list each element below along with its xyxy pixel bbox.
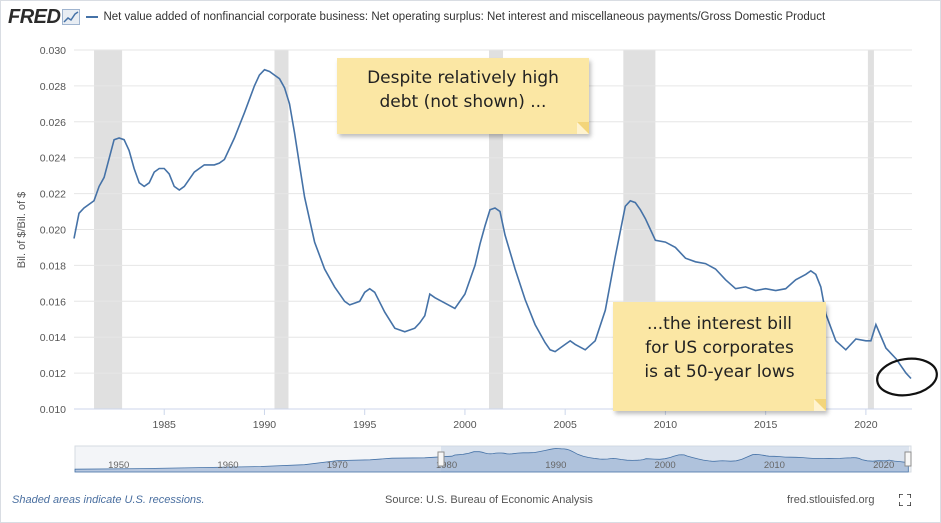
y-tick-label: 0.020 xyxy=(40,225,66,237)
note-fold xyxy=(814,399,826,411)
annotation-note-bottom: ...the interest bill for US corporates i… xyxy=(613,302,826,411)
note-bottom-line-2: for US corporates xyxy=(645,338,794,358)
note-bottom-line-1: ...the interest bill xyxy=(646,314,793,334)
y-axis-ticks: 0.010 0.012 0.014 0.016 0.018 0.020 0.022 0.024… xyxy=(40,45,66,416)
navigator-year-label: 1950 xyxy=(108,460,129,471)
navigator-year-label: 1960 xyxy=(217,460,238,471)
note-top-line-2: debt (not shown) ... xyxy=(379,92,547,112)
x-tick-label: 1985 xyxy=(153,419,177,431)
x-tick-label: 2000 xyxy=(453,419,477,431)
navigator-right-handle[interactable] xyxy=(904,451,912,467)
navigator-year-label: 1970 xyxy=(327,460,348,471)
y-tick-label: 0.012 xyxy=(40,368,66,380)
navigator-series-area xyxy=(74,448,909,473)
y-tick-label: 0.016 xyxy=(40,296,66,308)
navigator-year-label: 2010 xyxy=(764,460,785,471)
navigator-year-label: 1980 xyxy=(436,460,457,471)
x-tick-label: 2015 xyxy=(754,419,778,431)
y-tick-label: 0.018 xyxy=(40,260,66,272)
fred-logo[interactable]: FRED xyxy=(8,5,61,28)
y-tick-label: 0.024 xyxy=(40,153,66,165)
x-tick-label: 1990 xyxy=(253,419,277,431)
x-tick-label: 2005 xyxy=(553,419,577,431)
recession-note: Shaded areas indicate U.S. recessions. xyxy=(12,494,205,506)
y-tick-label: 0.026 xyxy=(40,117,66,129)
navigator-left-handle[interactable] xyxy=(437,451,445,467)
note-fold xyxy=(577,122,589,134)
site-link[interactable]: fred.stlouisfed.org xyxy=(787,494,875,506)
chart-header: FRED Net value added of nonfinancial cor… xyxy=(8,6,928,28)
y-tick-label: 0.014 xyxy=(40,332,66,344)
x-tick-label: 1995 xyxy=(353,419,377,431)
x-tick-label: 2020 xyxy=(854,419,878,431)
series-line xyxy=(73,68,912,380)
navigator-year-label: 1990 xyxy=(545,460,566,471)
y-tick-label: 0.030 xyxy=(40,45,66,57)
highlight-circle-annotation xyxy=(876,357,938,397)
navigator-year-label: 2000 xyxy=(655,460,676,471)
y-tick-label: 0.028 xyxy=(40,81,66,93)
y-tick-label: 0.010 xyxy=(40,404,66,416)
y-tick-label: 0.022 xyxy=(40,189,66,201)
x-tick-label: 2010 xyxy=(654,419,678,431)
series-title: Net value added of nonfinancial corporat… xyxy=(103,11,826,23)
y-axis-title: Bil. of $/Bil. of $ xyxy=(16,192,28,268)
fullscreen-icon[interactable] xyxy=(899,494,911,506)
annotation-note-top: Despite relatively high debt (not shown)… xyxy=(337,58,589,134)
note-top-line-1: Despite relatively high xyxy=(367,68,559,88)
navigator-year-labels: 1950 1960 1970 1980 1990 2000 2010 2020 xyxy=(108,460,894,471)
note-bottom-line-3: is at 50-year lows xyxy=(644,362,795,382)
x-axis-ticks: 1985 1990 1995 2000 2005 2010 2015 2020 xyxy=(74,408,912,431)
range-navigator[interactable]: 1950 1960 1970 1980 1990 2000 2010 2020 xyxy=(74,445,912,473)
legend-line-swatch xyxy=(86,16,99,18)
fred-logo-graph-icon xyxy=(62,9,81,25)
navigator-year-label: 2020 xyxy=(873,460,894,471)
source-text: Source: U.S. Bureau of Economic Analysis xyxy=(385,494,593,506)
